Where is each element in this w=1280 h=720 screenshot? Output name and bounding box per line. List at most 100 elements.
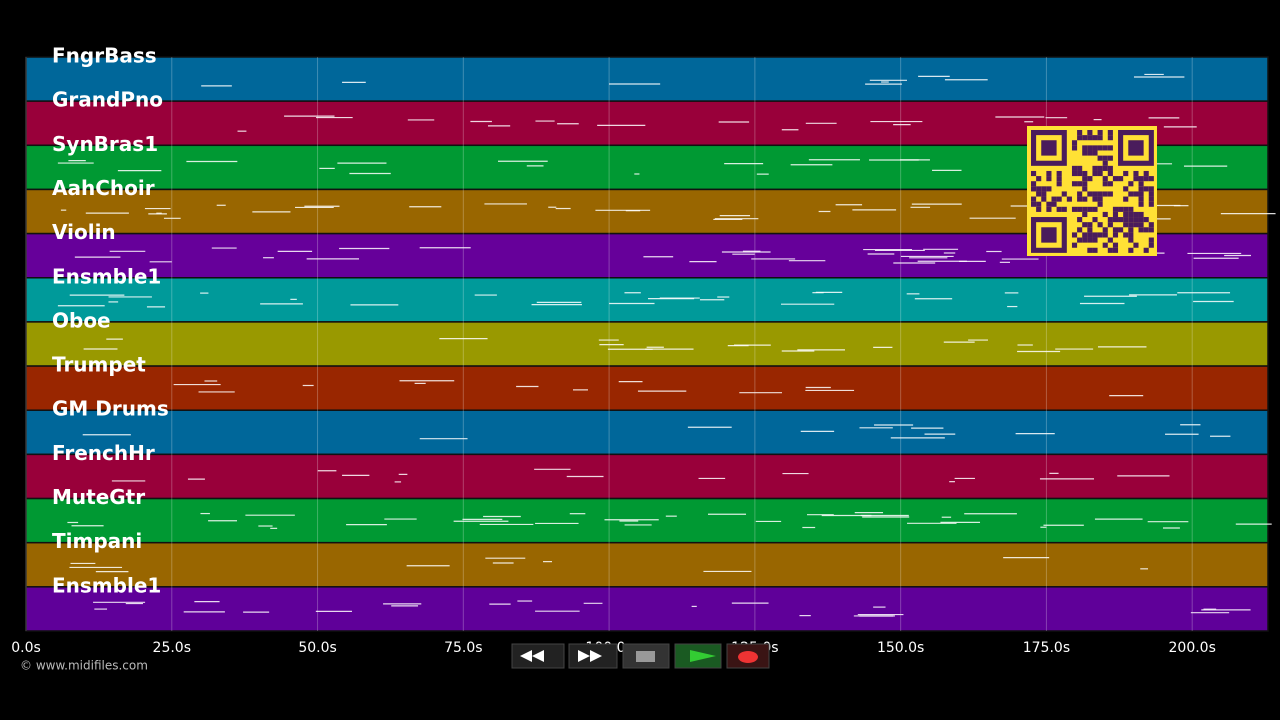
qr-cell — [1087, 227, 1093, 233]
qr-cell — [1148, 191, 1154, 197]
forward-button[interactable] — [568, 643, 618, 669]
qr-cell — [1071, 140, 1078, 146]
qr-cell — [1102, 176, 1108, 182]
track-lane — [25, 409, 1269, 456]
qr-cell — [1148, 196, 1154, 202]
qr-cell — [1031, 181, 1037, 187]
qr-cell — [1097, 201, 1103, 207]
qr-cell — [1097, 155, 1103, 161]
qr-cell — [1097, 232, 1103, 238]
qr-cell — [1112, 217, 1119, 223]
tick-label: 0.0s — [11, 640, 41, 656]
qr-cell — [1102, 155, 1108, 161]
qr-cell — [1046, 206, 1052, 212]
qr-cell — [1031, 196, 1037, 202]
qr-cell — [1138, 211, 1144, 218]
qr-cell — [1082, 176, 1088, 182]
qr-cell — [1118, 217, 1124, 223]
qr-cell — [1036, 206, 1042, 212]
tick-label: 175.0s — [1023, 640, 1070, 656]
qr-cell — [1138, 176, 1144, 182]
qr-cell — [1107, 130, 1113, 136]
qr-cell — [1107, 181, 1113, 187]
qr-cell — [1056, 176, 1062, 182]
qr-cell — [1036, 201, 1042, 207]
track-label: GM Drums — [52, 397, 169, 421]
qr-cell — [1087, 247, 1093, 253]
qr-cell — [1082, 186, 1088, 192]
qr-code — [1027, 126, 1157, 256]
stop-button[interactable] — [622, 643, 670, 669]
track-lane — [25, 586, 1269, 632]
qr-cell — [1138, 201, 1144, 207]
qr-cell — [1128, 237, 1134, 243]
qr-cell — [1148, 201, 1154, 207]
qr-cell — [1148, 186, 1154, 192]
qr-cell — [1071, 170, 1078, 177]
track-label: FngrBass — [52, 44, 157, 68]
qr-cell — [1133, 222, 1139, 228]
qr-cell — [1107, 135, 1113, 141]
qr-cell — [1041, 196, 1047, 202]
qr-cell — [1092, 135, 1098, 141]
qr-cell — [1118, 176, 1124, 182]
qr-cell — [1082, 150, 1088, 156]
qr-cell — [1087, 191, 1093, 197]
qr-cell — [1071, 242, 1078, 248]
qr-cell — [1128, 181, 1134, 187]
qr-cell — [1031, 201, 1037, 207]
qr-cell — [1071, 181, 1078, 187]
qr-cell — [1123, 232, 1129, 238]
qr-cell — [1077, 196, 1083, 202]
rewind-button[interactable] — [511, 643, 565, 669]
qr-cell — [1133, 211, 1139, 218]
qr-cell — [1128, 222, 1134, 228]
record-button[interactable] — [726, 643, 770, 669]
qr-cell — [1112, 206, 1119, 212]
qr-cell — [1087, 237, 1093, 243]
qr-cell — [1031, 170, 1037, 177]
play-button[interactable] — [674, 643, 722, 669]
copyright: © www.midifiles.com — [20, 659, 148, 673]
qr-cell — [1097, 165, 1103, 171]
track-label: AahChoir — [52, 176, 155, 200]
qr-cell — [1112, 211, 1119, 218]
qr-cell — [1118, 227, 1124, 233]
qr-cell — [1077, 165, 1083, 171]
qr-cell — [1143, 247, 1149, 253]
qr-cell — [1031, 186, 1037, 192]
qr-cell — [1123, 170, 1129, 177]
track-lane — [25, 453, 1269, 500]
track-label: Violin — [52, 220, 116, 244]
qr-cell — [1092, 165, 1098, 171]
qr-cell — [1133, 242, 1139, 248]
qr-cell — [1041, 186, 1047, 192]
qr-cell — [1082, 232, 1088, 238]
qr-cell — [1082, 170, 1088, 177]
qr-cell — [1128, 211, 1134, 218]
track-label: SynBras1 — [52, 132, 158, 156]
qr-cell — [1082, 237, 1088, 243]
track-lane — [25, 365, 1269, 411]
qr-cell — [1071, 165, 1078, 171]
qr-cell — [1128, 191, 1134, 197]
qr-cell — [1112, 232, 1119, 238]
qr-cell — [1087, 222, 1093, 228]
qr-cell — [1041, 191, 1047, 197]
qr-cell — [1102, 232, 1108, 238]
track-label: Trumpet — [52, 353, 146, 377]
qr-cell — [1077, 170, 1083, 177]
qr-cell — [1107, 155, 1113, 161]
qr-cell — [1056, 206, 1062, 212]
qr-cell — [1097, 196, 1103, 202]
qr-cell — [1087, 130, 1093, 136]
track-label: Ensmble1 — [52, 264, 161, 288]
qr-cell — [1138, 196, 1144, 202]
tick-label: 25.0s — [153, 640, 191, 656]
track-label: FrenchHr — [52, 441, 155, 465]
qr-cell — [1102, 165, 1108, 171]
qr-cell — [1148, 222, 1154, 228]
qr-cell — [1133, 191, 1139, 197]
qr-cell — [1097, 191, 1103, 197]
qr-cell — [1082, 145, 1088, 151]
